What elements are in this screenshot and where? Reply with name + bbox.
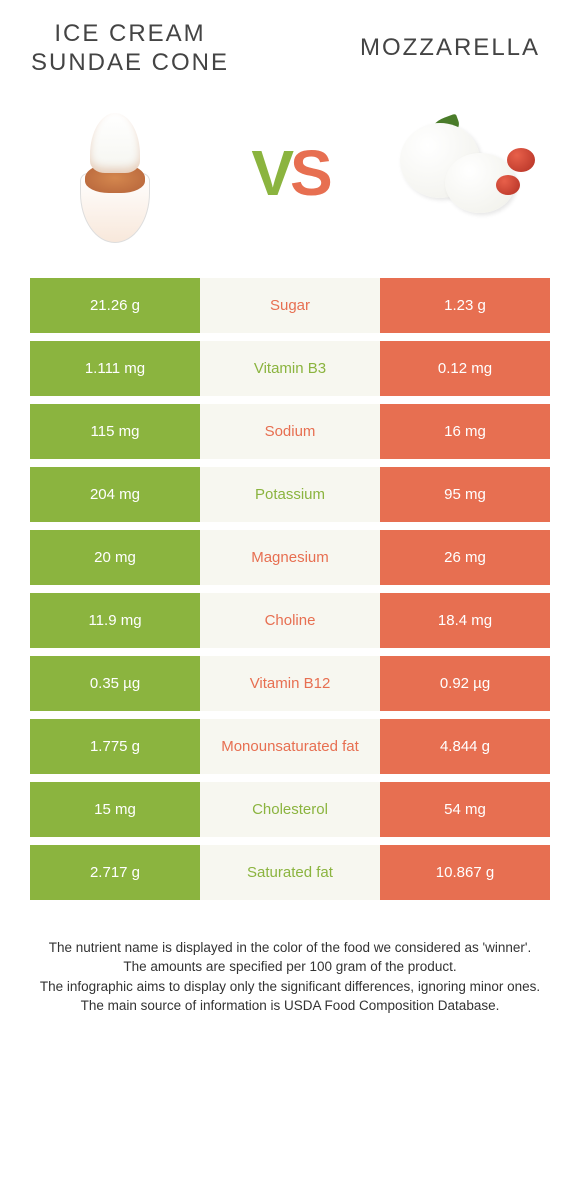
table-row: 115 mgSodium16 mg: [30, 404, 550, 459]
footer-line: The nutrient name is displayed in the co…: [30, 938, 550, 958]
nutrient-name-cell: Monounsaturated fat: [200, 719, 380, 774]
right-value-cell: 4.844 g: [380, 719, 550, 774]
right-value-cell: 18.4 mg: [380, 593, 550, 648]
right-value-cell: 1.23 g: [380, 278, 550, 333]
left-value-cell: 11.9 mg: [30, 593, 200, 648]
table-row: 15 mgCholesterol54 mg: [30, 782, 550, 837]
right-value-cell: 26 mg: [380, 530, 550, 585]
left-value-cell: 1.775 g: [30, 719, 200, 774]
table-row: 20 mgMagnesium26 mg: [30, 530, 550, 585]
mozzarella-icon: [390, 113, 540, 233]
nutrient-name-cell: Cholesterol: [200, 782, 380, 837]
nutrient-name-cell: Choline: [200, 593, 380, 648]
right-value-cell: 54 mg: [380, 782, 550, 837]
right-value-cell: 0.92 µg: [380, 656, 550, 711]
nutrient-name-cell: Saturated fat: [200, 845, 380, 900]
vs-s-letter: S: [290, 137, 329, 209]
left-value-cell: 1.111 mg: [30, 341, 200, 396]
table-row: 0.35 µgVitamin B120.92 µg: [30, 656, 550, 711]
images-row: VS: [0, 88, 580, 278]
left-value-cell: 115 mg: [30, 404, 200, 459]
right-value-cell: 0.12 mg: [380, 341, 550, 396]
icecream-icon: [70, 103, 160, 243]
table-row: 204 mgPotassium95 mg: [30, 467, 550, 522]
table-row: 11.9 mgCholine18.4 mg: [30, 593, 550, 648]
right-value-cell: 95 mg: [380, 467, 550, 522]
left-food-image: [40, 98, 190, 248]
vs-v-letter: V: [251, 137, 290, 209]
table-row: 2.717 gSaturated fat10.867 g: [30, 845, 550, 900]
header: Ice Cream Sundae Cone Mozzarella: [0, 0, 580, 88]
footer-line: The amounts are specified per 100 gram o…: [30, 957, 550, 977]
left-value-cell: 2.717 g: [30, 845, 200, 900]
footer-notes: The nutrient name is displayed in the co…: [0, 908, 580, 1016]
comparison-table: 21.26 gSugar1.23 g 1.111 mgVitamin B30.12…: [0, 278, 580, 900]
table-row: 21.26 gSugar1.23 g: [30, 278, 550, 333]
left-food-title: Ice Cream Sundae Cone: [30, 20, 230, 78]
right-food-image: [390, 98, 540, 248]
left-value-cell: 0.35 µg: [30, 656, 200, 711]
footer-line: The infographic aims to display only the…: [30, 977, 550, 997]
nutrient-name-cell: Magnesium: [200, 530, 380, 585]
left-value-cell: 20 mg: [30, 530, 200, 585]
left-value-cell: 204 mg: [30, 467, 200, 522]
left-value-cell: 21.26 g: [30, 278, 200, 333]
right-value-cell: 10.867 g: [380, 845, 550, 900]
nutrient-name-cell: Sugar: [200, 278, 380, 333]
right-value-cell: 16 mg: [380, 404, 550, 459]
left-value-cell: 15 mg: [30, 782, 200, 837]
nutrient-name-cell: Sodium: [200, 404, 380, 459]
nutrient-name-cell: Potassium: [200, 467, 380, 522]
table-row: 1.775 gMonounsaturated fat4.844 g: [30, 719, 550, 774]
vs-label: VS: [251, 136, 328, 210]
nutrient-name-cell: Vitamin B3: [200, 341, 380, 396]
nutrient-name-cell: Vitamin B12: [200, 656, 380, 711]
footer-line: The main source of information is USDA F…: [30, 996, 550, 1016]
table-row: 1.111 mgVitamin B30.12 mg: [30, 341, 550, 396]
right-food-title: Mozzarella: [350, 34, 550, 63]
